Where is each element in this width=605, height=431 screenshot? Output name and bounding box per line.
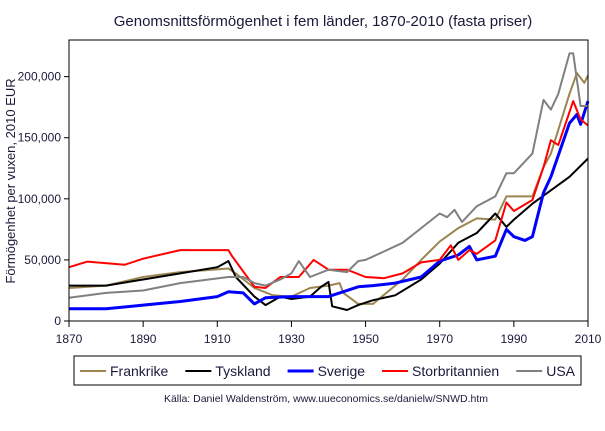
y-tick-label: 200,000 — [18, 70, 62, 84]
chart-title: Genomsnittsförmögenhet i fem länder, 187… — [114, 13, 533, 30]
y-tick-label: 0 — [54, 314, 61, 328]
legend: Frankrike Tyskland Sverige Storbritannien US… — [80, 363, 576, 379]
legend-label: Frankrike — [110, 363, 169, 379]
x-tick-label: 1890 — [130, 332, 157, 346]
plot-frame — [68, 39, 589, 322]
legend-label: USA — [546, 363, 575, 379]
series-line-sverige — [69, 100, 590, 311]
x-tick-label: 1910 — [204, 332, 231, 346]
legend-label: Sverige — [318, 363, 366, 379]
source-note: Källa: Daniel Waldenström, www.uueconomi… — [164, 393, 488, 405]
y-tick-label: 100,000 — [18, 192, 62, 206]
legend-label: Tyskland — [215, 363, 270, 379]
y-axis-label: Förmögenhet per vuxen, 2010 EUR — [3, 78, 18, 283]
series-line-storbritannien — [68, 100, 589, 289]
x-tick-label: 1990 — [501, 332, 528, 346]
x-tick-label: 1870 — [56, 332, 83, 346]
x-tick-label: 2010 — [575, 332, 602, 346]
x-tick-label: 1970 — [426, 332, 453, 346]
x-tick-label: 1930 — [278, 332, 305, 346]
series-line-usa — [68, 52, 588, 299]
y-tick-label: 50,000 — [24, 253, 61, 267]
x-tick-label: 1950 — [352, 332, 379, 346]
legend-label: Storbritannien — [412, 363, 499, 379]
series-line-tyskland — [69, 157, 589, 311]
y-tick-label: 150,000 — [18, 131, 62, 145]
legend-box — [73, 355, 582, 386]
